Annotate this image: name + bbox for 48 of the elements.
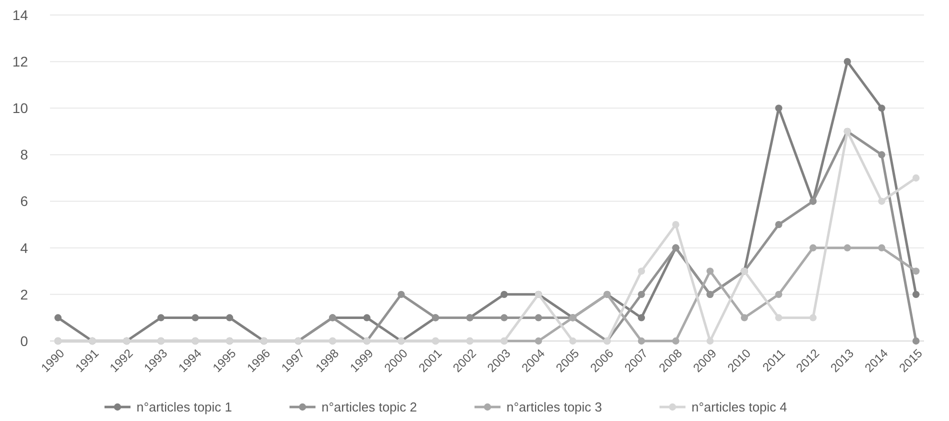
y-tick-label: 8 [20, 146, 28, 163]
point [775, 314, 782, 322]
legend-label: n°articles topic 1 [136, 400, 232, 415]
point [534, 337, 542, 345]
point [740, 314, 748, 322]
y-tick-label: 0 [20, 332, 28, 349]
y-tick-label: 2 [20, 286, 28, 302]
point [912, 290, 920, 298]
point [878, 198, 886, 205]
point [672, 337, 680, 345]
point [192, 314, 199, 322]
point [775, 104, 782, 112]
point [226, 314, 234, 322]
point [672, 221, 680, 228]
point [912, 337, 920, 345]
point [878, 104, 886, 112]
legend-label: n°articles topic 2 [322, 400, 418, 415]
point [500, 290, 508, 298]
point [809, 314, 817, 322]
point [775, 290, 782, 298]
point [706, 337, 714, 345]
point [500, 314, 508, 322]
y-tick-label: 12 [12, 53, 28, 70]
point [569, 337, 576, 345]
point [398, 290, 405, 298]
point [912, 174, 920, 182]
point [638, 314, 646, 322]
legend-label: n°articles topic 4 [692, 400, 788, 415]
point [534, 314, 542, 322]
point [775, 221, 782, 228]
point [844, 58, 851, 66]
point [363, 314, 370, 322]
point [157, 314, 165, 322]
point [638, 337, 646, 345]
point [54, 314, 62, 322]
point [912, 268, 920, 275]
point [638, 268, 646, 275]
point [844, 244, 851, 252]
point [878, 244, 886, 252]
point [809, 244, 817, 252]
legend-label: n°articles topic 3 [506, 400, 602, 415]
y-tick-label: 4 [20, 240, 28, 256]
point [638, 290, 646, 298]
point [706, 268, 714, 275]
y-tick-label: 10 [12, 100, 28, 116]
y-tick-label: 6 [20, 193, 28, 210]
y-tick-label: 14 [12, 6, 28, 23]
point [878, 151, 886, 158]
